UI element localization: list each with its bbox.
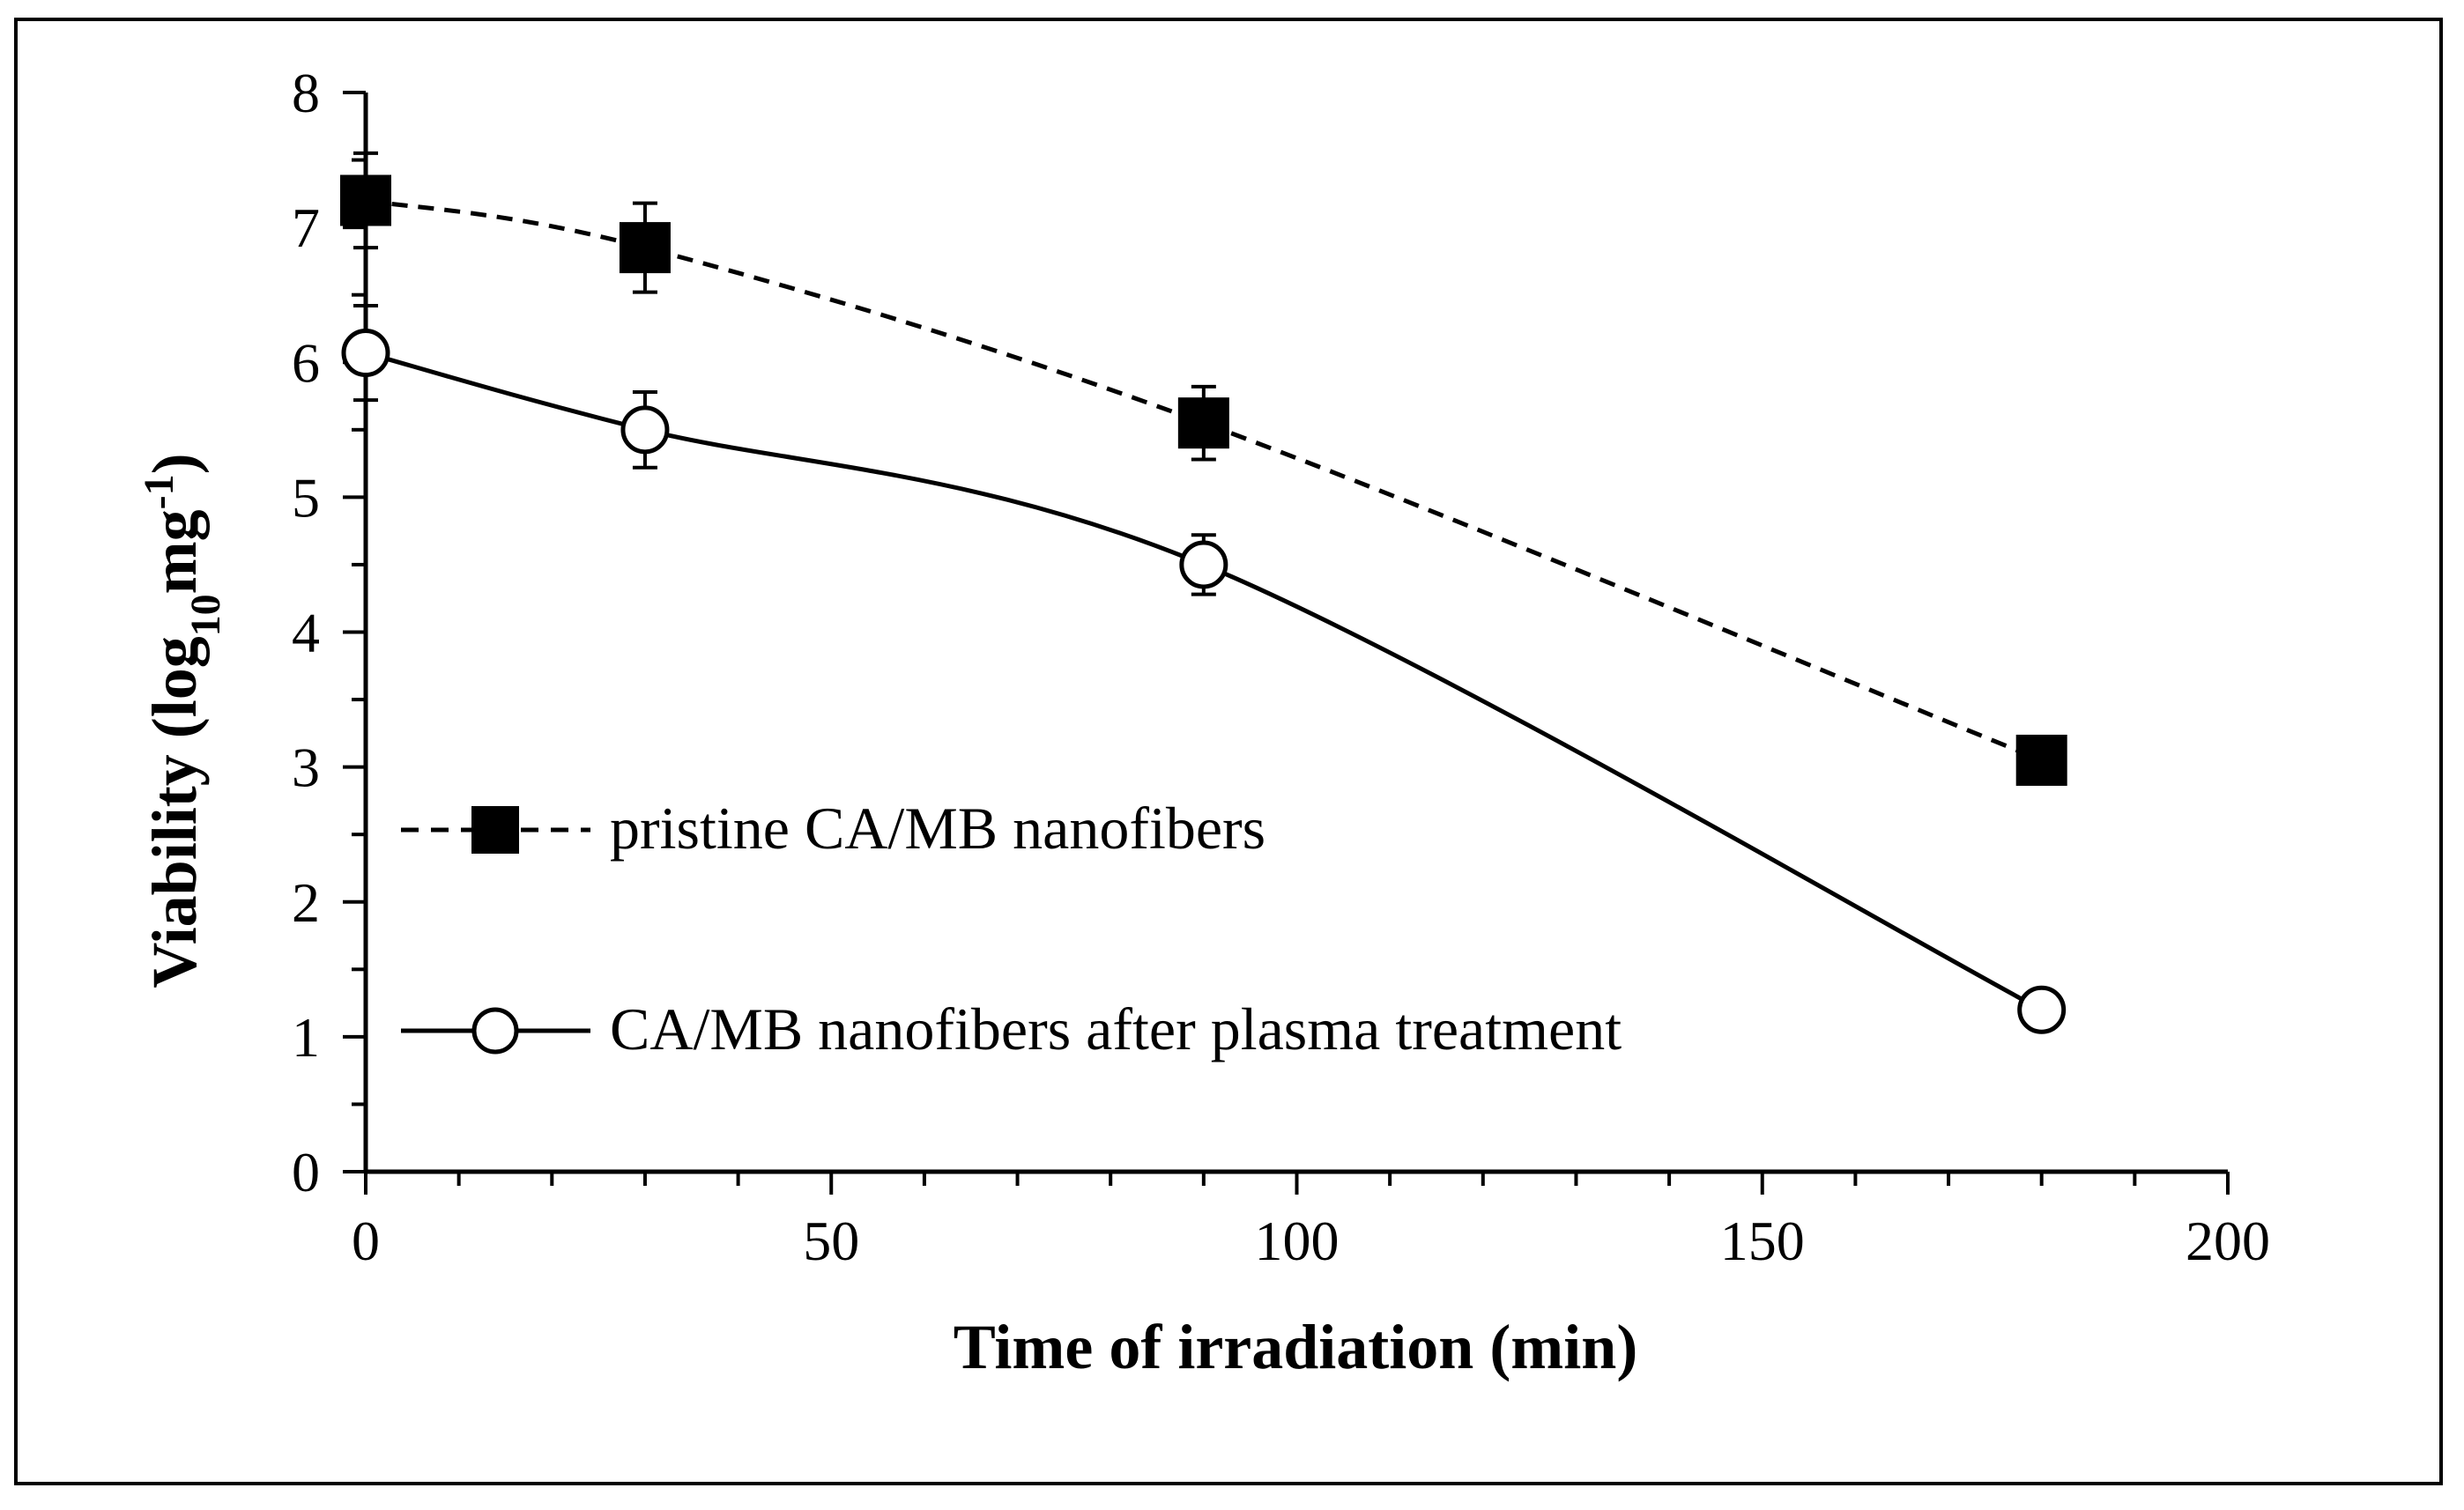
axes: 0 50 100 150 200 0 1 2 3 4 5 6 7 8 <box>292 62 2270 1272</box>
legend-label-plasma: CA/MB nanofibers after plasma treatment <box>610 996 1622 1062</box>
chart-frame <box>14 18 2443 1485</box>
y-axis-title-superscript: -1 <box>136 474 182 509</box>
x-tick-label: 200 <box>2186 1210 2270 1272</box>
y-axis-title-close: ) <box>139 453 210 474</box>
x-tick-label: 150 <box>1720 1210 1805 1272</box>
data-point-pristine <box>619 222 671 274</box>
data-point-pristine <box>2015 734 2067 786</box>
legend-marker-open-circle <box>471 1007 519 1055</box>
legend-label-pristine: pristine CA/MB nanofibers <box>610 795 1265 862</box>
x-tick-label: 50 <box>803 1210 859 1272</box>
series-line-plasma <box>365 351 2043 1012</box>
series <box>340 151 2067 1034</box>
y-tick-label: 6 <box>292 331 320 394</box>
series-line-pristine <box>365 198 2043 763</box>
y-tick-label: 0 <box>292 1141 320 1203</box>
y-tick-label: 3 <box>292 736 320 799</box>
y-axis-title-subscript: 10 <box>182 594 229 636</box>
y-tick-label: 2 <box>292 871 320 934</box>
y-tick-label: 5 <box>292 466 320 529</box>
y-axis-title-main: Viability (log <box>139 636 210 988</box>
y-tick-label: 4 <box>292 602 320 664</box>
data-point-plasma <box>2017 985 2067 1034</box>
data-point-pristine <box>1177 397 1229 449</box>
data-point-plasma <box>341 329 390 378</box>
legend-marker-filled-square <box>471 806 519 854</box>
y-tick-label: 7 <box>292 196 320 259</box>
y-axis-title: Viability (log10mg-1) <box>136 453 229 988</box>
y-tick-label: 1 <box>292 1006 320 1069</box>
x-tick-label: 0 <box>352 1210 380 1272</box>
x-axis-title: Time of irradiation (min) <box>954 1312 1638 1382</box>
y-axis-title-unit: mg <box>139 509 210 594</box>
data-point-pristine <box>340 174 391 226</box>
legend: pristine CA/MB nanofibers CA/MB nanofibe… <box>401 795 1622 1062</box>
data-point-plasma <box>620 405 670 455</box>
data-point-plasma <box>1179 540 1228 589</box>
x-tick-label: 100 <box>1255 1210 1340 1272</box>
y-tick-label: 8 <box>292 62 320 124</box>
